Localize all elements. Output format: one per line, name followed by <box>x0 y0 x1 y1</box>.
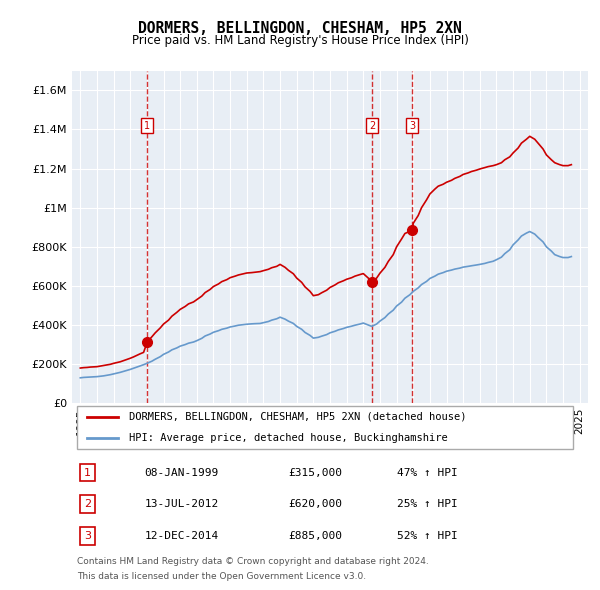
Text: 1: 1 <box>145 120 151 130</box>
Text: 2: 2 <box>369 120 376 130</box>
Text: 13-JUL-2012: 13-JUL-2012 <box>144 499 218 509</box>
Text: This data is licensed under the Open Government Licence v3.0.: This data is licensed under the Open Gov… <box>77 572 366 581</box>
Text: £885,000: £885,000 <box>289 531 343 541</box>
Text: £315,000: £315,000 <box>289 467 343 477</box>
Text: HPI: Average price, detached house, Buckinghamshire: HPI: Average price, detached house, Buck… <box>129 433 448 443</box>
Text: 2: 2 <box>84 499 91 509</box>
Text: 3: 3 <box>409 120 415 130</box>
Text: DORMERS, BELLINGDON, CHESHAM, HP5 2XN: DORMERS, BELLINGDON, CHESHAM, HP5 2XN <box>138 21 462 35</box>
Text: Contains HM Land Registry data © Crown copyright and database right 2024.: Contains HM Land Registry data © Crown c… <box>77 557 429 566</box>
Text: Price paid vs. HM Land Registry's House Price Index (HPI): Price paid vs. HM Land Registry's House … <box>131 34 469 47</box>
Text: 47% ↑ HPI: 47% ↑ HPI <box>397 467 458 477</box>
Text: 1: 1 <box>84 467 91 477</box>
Text: £620,000: £620,000 <box>289 499 343 509</box>
Text: 52% ↑ HPI: 52% ↑ HPI <box>397 531 458 541</box>
Text: 12-DEC-2014: 12-DEC-2014 <box>144 531 218 541</box>
Text: DORMERS, BELLINGDON, CHESHAM, HP5 2XN (detached house): DORMERS, BELLINGDON, CHESHAM, HP5 2XN (d… <box>129 412 466 422</box>
FancyBboxPatch shape <box>77 406 572 449</box>
Text: 08-JAN-1999: 08-JAN-1999 <box>144 467 218 477</box>
Text: 25% ↑ HPI: 25% ↑ HPI <box>397 499 458 509</box>
Text: 3: 3 <box>84 531 91 541</box>
